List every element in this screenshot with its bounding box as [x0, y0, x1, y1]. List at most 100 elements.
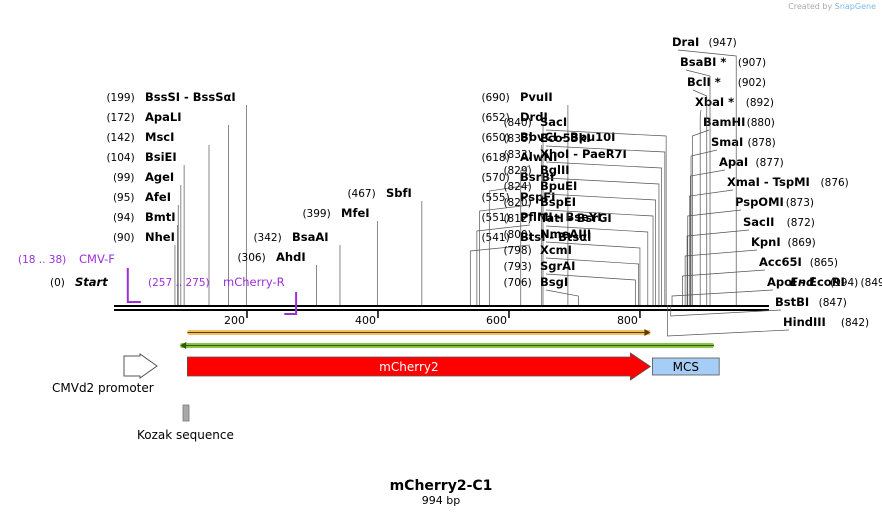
enzyme-site-agei: (99) AgeI — [113, 170, 182, 305]
enzyme-site-nmeaiii: (800) NmeAIII — [503, 227, 641, 305]
enzyme-leader-line — [690, 149, 718, 305]
enzyme-leader-line — [699, 109, 702, 305]
enzyme-name: DrdI — [520, 110, 548, 124]
enzyme-position: (399) — [302, 208, 330, 220]
enzyme-name: PflMI - BseYI — [520, 210, 601, 224]
enzyme-leader-line — [545, 273, 636, 305]
enzyme-leader-line — [488, 184, 531, 305]
enzyme-name: MfeI — [341, 206, 370, 220]
enzyme-site-ahdi: (306) AhdI — [237, 250, 317, 305]
enzyme-name: SacII — [743, 215, 774, 229]
mcs-box — [652, 357, 720, 376]
enzyme-name: SgrAI — [540, 259, 575, 273]
enzyme-site-btsi: (541) BtsI - BtsαI — [469, 230, 591, 305]
enzyme-leader-line — [479, 204, 531, 305]
enzyme-name: XmaI - TspMI — [727, 175, 810, 189]
enzyme-name: BtsI - BtsαI — [520, 230, 591, 244]
enzyme-position: (650) — [481, 132, 509, 144]
enzyme-name: XcmI — [540, 243, 572, 257]
enzyme-leader-line — [545, 289, 579, 305]
enzyme-site-sgrai: (793) SgrAI — [503, 259, 636, 305]
enzyme-name: BmtI — [145, 210, 176, 224]
enzyme-site-bcli: (902) BclI * — [687, 75, 766, 305]
enzyme-site-acc65i: (865) Acc65I — [682, 255, 838, 305]
enzyme-site-pvuii: (690) PvuII — [481, 90, 569, 305]
primer-name-cmv-f: CMV-F — [79, 252, 115, 266]
enzyme-site-sacii: (872) SacII — [686, 215, 815, 305]
enzyme-name: PvuII — [520, 90, 553, 104]
enzyme-site-kpni: (869) KpnI — [684, 235, 816, 305]
enzyme-site-bpuei: (824) BpuEI — [503, 179, 657, 305]
enzyme-leader-line — [689, 189, 734, 305]
enzyme-name: XbaI * — [695, 95, 734, 109]
enzyme-name: XhoI - PaeR7I — [540, 147, 627, 161]
enzyme-name: ApaLI — [145, 110, 182, 124]
enzyme-leader-line — [670, 305, 782, 317]
enzyme-leader-line — [685, 69, 711, 305]
enzyme-position: (551) — [481, 212, 509, 224]
primer-arrow-cmv-f — [126, 268, 141, 303]
credit-prefix: Created by — [788, 2, 833, 11]
enzyme-leader-line — [687, 209, 742, 305]
enzyme-position: (618) — [481, 152, 509, 164]
enzyme-name: NmeAIII — [540, 227, 591, 241]
enzyme-leader-line — [545, 209, 654, 305]
enzyme-leader-line — [692, 89, 708, 305]
cds-arrow-mcherry2 — [186, 352, 652, 381]
enzyme-leader-line — [545, 241, 641, 305]
enzyme-name: KpnI — [751, 235, 781, 249]
promoter-arrow — [123, 353, 158, 379]
enzyme-name: BsaBI * — [680, 55, 726, 69]
enzyme-site-apai: (877) ApaI — [690, 155, 784, 305]
enzyme-site-bsgi: (706) BsgI — [503, 275, 579, 305]
enzyme-site-sbfi: (467) SbfI — [347, 186, 423, 305]
enzyme-name: AgeI — [145, 170, 174, 184]
enzyme-position: (872) — [787, 217, 815, 229]
enzyme-position: (342) — [253, 232, 281, 244]
enzyme-leader-line — [545, 177, 660, 305]
kozak-label: Kozak sequence — [137, 428, 234, 442]
enzyme-position: (902) — [738, 77, 766, 89]
enzyme-leader-line — [545, 257, 639, 305]
enzyme-site-xhoi: (833) XhoI - PaeR7I — [503, 147, 662, 305]
enzyme-site-msci: (142) MscI — [106, 130, 210, 305]
enzyme-position: (880) — [747, 117, 775, 129]
primer-range-mcherry-r: (257 .. 275) — [148, 277, 210, 289]
orf-reverse-arrowhead — [180, 342, 187, 349]
enzyme-position: (104) — [106, 152, 134, 164]
enzyme-position: (840) — [503, 117, 531, 129]
enzyme-site-apali: (172) ApaLI — [106, 110, 229, 305]
enzyme-site-bsrbi: (570) BsrBI — [481, 170, 554, 305]
enzyme-position: (892) — [746, 97, 774, 109]
enzyme-site-bmti: (94) BmtI — [113, 210, 178, 305]
promoter-label: CMVd2 promoter — [52, 381, 154, 395]
enzyme-name: Eco53kI — [540, 131, 591, 145]
enzyme-position: (652) — [481, 112, 509, 124]
enzyme-position: (812) — [503, 213, 531, 225]
enzyme-site-eco53ki: (838) Eco53kI — [503, 131, 666, 305]
enzyme-leader-line — [545, 225, 649, 305]
enzyme-name: HindIII — [783, 315, 826, 329]
enzyme-leader-line — [690, 169, 726, 305]
enzyme-site-xcmi: (798) XcmI — [503, 243, 639, 305]
enzyme-site-afei: (95) AfeI — [113, 190, 179, 305]
ruler-tick-label: 400 — [355, 314, 376, 327]
enzyme-name: BsiEI — [145, 150, 177, 164]
enzyme-name: SacI — [540, 115, 567, 129]
enzyme-name: BsgI — [540, 275, 568, 289]
enzyme-name: BpuEI — [540, 179, 577, 193]
enzyme-position: (865) — [810, 257, 838, 269]
enzyme-position: (99) — [113, 172, 135, 184]
enzyme-leader-line — [545, 161, 662, 305]
enzyme-site-tati: (812) TatI - BsrGI — [503, 211, 649, 305]
start-position: (0) — [50, 277, 65, 289]
enzyme-leader-line — [469, 244, 531, 305]
enzyme-leader-line — [686, 229, 750, 305]
enzyme-leader-line — [677, 49, 737, 305]
enzyme-position: (838) — [503, 133, 531, 145]
enzyme-name: PspOMI — [735, 195, 784, 209]
enzyme-position: (90) — [113, 232, 135, 244]
enzyme-name: ApaI — [719, 155, 748, 169]
enzyme-position: (199) — [106, 92, 134, 104]
